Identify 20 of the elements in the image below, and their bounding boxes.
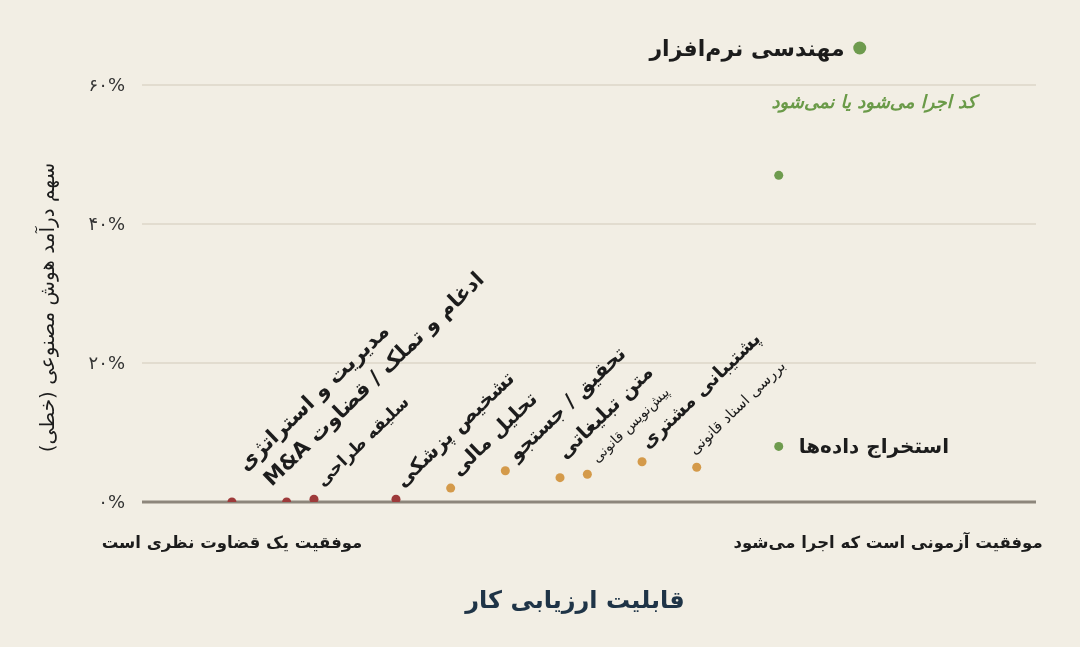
point — [692, 462, 702, 472]
x-tick-label: موفقیت یک قضاوت نظری است — [101, 532, 363, 553]
point — [500, 466, 510, 476]
point — [774, 441, 784, 451]
y-tick-label: ۰% — [98, 491, 125, 513]
point — [309, 494, 319, 502]
y-axis-title: سهم درآمد هوش مصنوعی (خطی) — [34, 162, 59, 453]
series-label: استخراج داده‌ها — [798, 434, 950, 459]
point — [555, 473, 565, 483]
y-tick-label: ۶۰% — [88, 74, 125, 96]
y-tick-label: ۲۰% — [88, 352, 125, 374]
legend-label: مهندسی نرم‌افزار — [648, 36, 845, 62]
point — [582, 469, 592, 479]
point — [774, 170, 784, 180]
annotation: کد اجرا می‌شود یا نمی‌شود — [771, 91, 981, 113]
point — [391, 494, 401, 502]
y-tick-label: ۴۰% — [88, 213, 125, 235]
x-axis-title: قابلیت ارزیابی کار — [464, 586, 685, 614]
point — [637, 457, 647, 467]
x-tick-label: موفقیت آزمونی است که اجرا می‌شود — [733, 530, 1043, 553]
